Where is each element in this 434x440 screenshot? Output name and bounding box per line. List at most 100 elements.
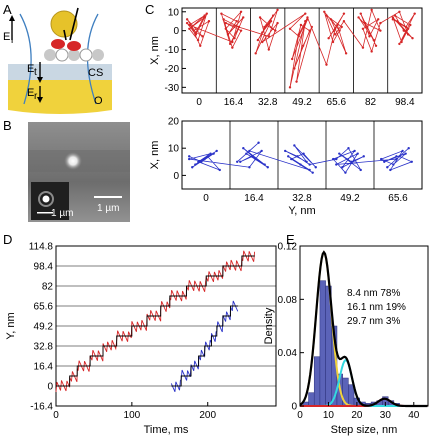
histogram-bar: [308, 392, 315, 407]
trace-point: [404, 152, 407, 155]
trace-point: [374, 44, 378, 47]
trace-point: [209, 152, 212, 155]
trace-point: [363, 21, 367, 25]
trace-point: [329, 18, 333, 21]
trace-point: [188, 157, 191, 161]
trace-point: [370, 50, 373, 53]
x-tick-label: 98.4: [395, 97, 415, 108]
trace-point: [254, 52, 257, 55]
trace-point: [401, 149, 404, 153]
trace-point: [185, 18, 189, 21]
trace-point: [413, 12, 416, 15]
trace-point: [340, 25, 343, 29]
total-fit: [299, 250, 428, 408]
trace-point: [257, 141, 260, 144]
label-e-sub: r: [34, 91, 38, 102]
trace-point: [335, 157, 338, 161]
trace-point: [398, 10, 401, 13]
plot-frame: [181, 120, 423, 190]
trace-point: [398, 42, 401, 46]
trace-point: [260, 149, 263, 153]
trace-point: [267, 35, 271, 38]
trace-point: [335, 163, 338, 166]
trace-point: [299, 163, 302, 166]
trace-point: [224, 21, 227, 25]
trace-point: [323, 10, 326, 13]
trace-point: [386, 166, 389, 169]
trace-point: [242, 16, 245, 19]
x-tick-label: 0: [297, 410, 303, 421]
panel-e: E 0.12 0.08 0.04 00 10 20 30 40 8.4 nm 78% 16.1 n…: [263, 232, 429, 436]
trace-point: [344, 171, 347, 174]
trace-point: [206, 155, 209, 158]
trace-line: [189, 142, 413, 174]
trace-point: [393, 14, 397, 17]
y-tick-label: 16.4: [34, 362, 54, 373]
trace-point: [269, 20, 273, 23]
trace-point: [341, 166, 344, 169]
trace-point: [276, 21, 279, 25]
trace-point: [222, 18, 225, 21]
trace-point: [362, 155, 365, 158]
y-tick-label: 0: [173, 171, 179, 182]
trace-point: [338, 152, 341, 155]
trace-point: [305, 160, 308, 163]
y-tick-label: -30: [165, 83, 180, 94]
trace-point: [314, 166, 317, 169]
x-axis-label: Step size, nm: [331, 424, 398, 436]
y-tick-label: 32.8: [34, 342, 54, 353]
trace-point: [218, 168, 221, 172]
trace-point: [231, 46, 234, 49]
panel-a-letter: A: [3, 2, 12, 17]
tubulin-bead: [92, 49, 104, 61]
trace-point: [194, 31, 198, 34]
trace-point: [398, 155, 401, 158]
arrow-er-head: [37, 97, 43, 103]
y-tick-label: 114.8: [29, 242, 54, 253]
trace-point: [301, 44, 305, 47]
trace-point: [395, 155, 398, 158]
trace-red-raw: [55, 250, 256, 393]
inset-image: [31, 182, 69, 220]
x-tick-label: 65.6: [327, 97, 347, 108]
x-tick-label: 20: [351, 410, 363, 421]
trace-point: [205, 12, 208, 15]
trace-point: [254, 157, 257, 161]
arrow-et-head: [37, 77, 43, 83]
trace-point: [391, 18, 395, 21]
trace-point: [404, 25, 408, 29]
trace-point: [263, 25, 266, 29]
trace-point: [357, 16, 360, 19]
y-tick-label: 49.2: [34, 322, 54, 333]
label-e-sub: i: [11, 35, 13, 46]
x-tick-label: 32.8: [258, 97, 278, 108]
trace-point: [342, 12, 346, 15]
x-tick-label: 0: [203, 193, 209, 204]
trace-point: [347, 147, 350, 150]
trace-point: [333, 27, 337, 30]
gold-particle: [50, 10, 78, 38]
x-tick-label: 65.6: [388, 193, 408, 204]
x-tick-label: 0: [196, 97, 202, 108]
trace-point: [190, 25, 193, 29]
trace-point: [353, 149, 356, 153]
trace-point: [400, 40, 403, 44]
y-tick-label: 10: [168, 7, 180, 18]
trace-point: [361, 27, 365, 30]
panel-b-letter: B: [3, 118, 12, 133]
trace-point: [207, 20, 211, 23]
trace-point: [284, 149, 287, 153]
label-e: E: [27, 87, 34, 99]
y-tick-label: -20: [165, 64, 180, 75]
scalebar: [94, 196, 122, 198]
trace-point: [359, 168, 362, 172]
arrow-ei-head: [9, 15, 15, 21]
trace-point: [215, 149, 218, 153]
chart-c-bottom: 0 16.4 32.8 49.2 65.6 20 10 0 X, nm Y, nm: [149, 117, 423, 217]
trace-point: [297, 33, 300, 36]
trace-point: [185, 21, 189, 25]
trace-point: [203, 157, 206, 161]
trace-point: [379, 21, 382, 25]
label-e: E: [3, 31, 10, 43]
